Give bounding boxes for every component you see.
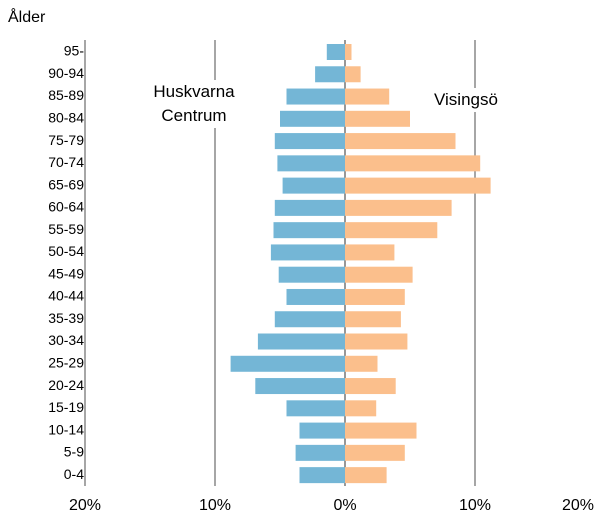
bar [230,355,345,372]
bar [345,266,413,283]
y-tick-label: 95- [64,43,85,59]
bar [299,467,345,484]
y-tick-label: 5-9 [64,444,84,460]
y-tick-label: 90-94 [48,65,84,81]
axis-title: Ålder [8,7,46,26]
bar [345,378,396,395]
bar [345,199,452,216]
bar [255,378,345,395]
series-label: Huskvarna Centrum [140,80,248,128]
bar [345,355,378,372]
bar [277,155,345,172]
bar [345,311,401,328]
bar [270,244,345,261]
y-tick-label: 10-14 [48,421,84,437]
bar [345,467,387,484]
bar [315,66,345,83]
bar [274,199,345,216]
y-tick-label: 45-49 [48,265,84,281]
bar [326,44,345,60]
bar [345,222,438,239]
bar [345,66,361,83]
y-tick-label: 20-24 [48,377,84,393]
bar [295,444,345,461]
x-tick-label: 20% [69,497,101,514]
bar [345,44,352,60]
bar [345,177,491,194]
y-tick-label: 70-74 [48,154,84,170]
bar [278,266,345,283]
bar [273,222,345,239]
bar [345,422,417,439]
bar [280,110,345,127]
y-tick-label: 40-44 [48,288,84,304]
y-tick-label: 30-34 [48,332,84,348]
bar [286,288,345,305]
bar [286,88,345,105]
x-tick-label: 10% [459,497,491,514]
x-tick-label: 20% [562,497,594,514]
bar [345,244,395,261]
bar [345,88,390,105]
y-tick-label: 15-19 [48,399,84,415]
bar [257,333,345,350]
series-label: Visingsö [432,88,500,112]
x-tick-label: 0% [333,497,356,514]
bar [282,177,345,194]
y-tick-label: 60-64 [48,199,84,215]
y-tick-label: 85-89 [48,87,84,103]
bar [286,400,345,417]
y-tick-label: 55-59 [48,221,84,237]
bar [345,110,410,127]
y-tick-label: 25-29 [48,354,84,370]
bar [345,133,456,150]
bar [345,400,377,417]
y-tick-label: 35-39 [48,310,84,326]
bar [345,333,408,350]
y-tick-label: 50-54 [48,243,84,259]
bar [345,155,481,172]
bar [274,133,345,150]
x-tick-label: 10% [199,497,231,514]
bar [274,311,345,328]
bar [345,288,405,305]
bar [299,422,345,439]
y-tick-label: 65-69 [48,176,84,192]
bar [345,444,405,461]
y-tick-label: 75-79 [48,132,84,148]
y-tick-label: 80-84 [48,110,84,126]
y-tick-label: 0-4 [64,466,84,482]
